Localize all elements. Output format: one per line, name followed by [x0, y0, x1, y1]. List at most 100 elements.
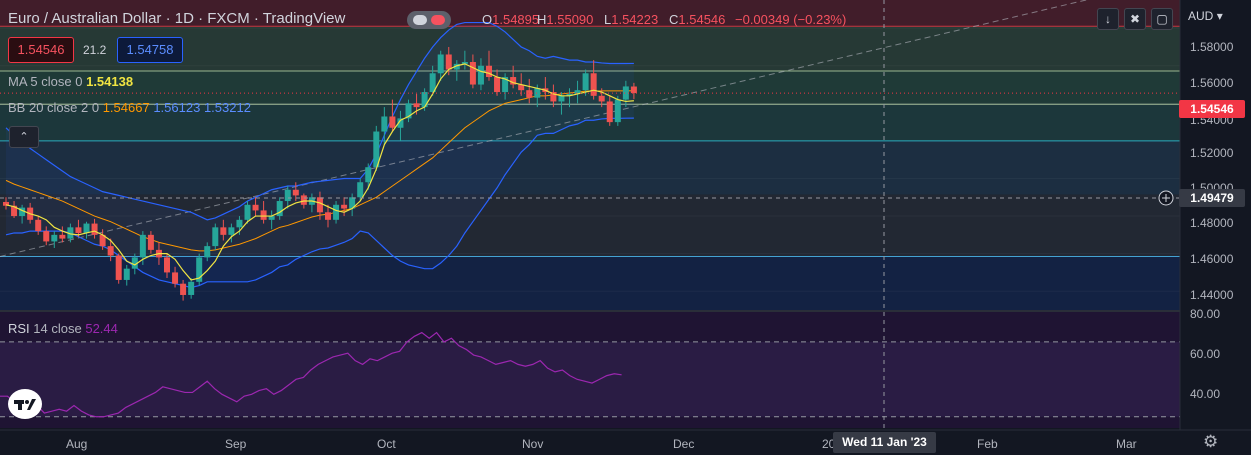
candle-body: [461, 62, 468, 64]
eye-icon: [413, 15, 427, 25]
bb-upper-line: [5, 21, 634, 221]
candle-body: [228, 227, 235, 235]
rsi-band: [0, 341, 1180, 417]
maximize-button[interactable]: ✖: [1124, 8, 1146, 30]
currency-selector[interactable]: AUD ▾: [1188, 9, 1223, 23]
candle-body: [164, 257, 170, 273]
ohlc-close-value: 1.54546: [678, 12, 726, 27]
crosshair-date-label: Wed 11 Jan '23: [833, 432, 936, 453]
bb-legend[interactable]: BB 20 close 2 0 1.54667 1.56123 1.53212: [8, 100, 251, 115]
hidden-icon: [431, 15, 445, 25]
ohlc-low: L1.54223: [604, 12, 658, 27]
arrow-down-icon: ↓: [1105, 12, 1111, 26]
candle-body: [115, 255, 122, 280]
buy-price-box[interactable]: 1.54758: [117, 37, 183, 63]
scroll-down-button[interactable]: ↓: [1097, 8, 1119, 30]
bb-lower-value: 1.53212: [203, 100, 251, 115]
tv-logo-icon: [14, 399, 36, 410]
candle-body: [397, 118, 404, 128]
candle-body: [630, 86, 637, 94]
tradingview-logo[interactable]: [8, 389, 42, 419]
candle-body: [494, 77, 501, 93]
candle-body: [260, 210, 267, 220]
ohlc-close: C1.54546: [669, 12, 725, 27]
level-zone: [0, 26, 1180, 72]
time-tick: Mar: [1116, 437, 1137, 451]
candle-body: [341, 204, 348, 209]
candle-body: [373, 131, 380, 168]
sell-price-box[interactable]: 1.54546: [8, 37, 74, 63]
price-tick: 1.52000: [1190, 146, 1234, 160]
candle-body: [357, 182, 364, 198]
candle-body: [421, 92, 428, 108]
candle-body: [550, 92, 557, 102]
candle-body: [566, 93, 573, 96]
ohlc-open-key: O: [482, 12, 493, 27]
ohlc-high-value: 1.55090: [546, 12, 594, 27]
chevron-down-icon: ▾: [1216, 9, 1223, 23]
ohlc-open: O1.54895: [482, 12, 539, 27]
candle-body: [582, 73, 589, 91]
candle-body: [123, 268, 130, 280]
chevron-up-icon: ⌃: [19, 131, 29, 143]
candle-body: [502, 77, 509, 93]
time-tick: Aug: [66, 437, 88, 451]
candle-body: [365, 167, 372, 183]
last-price-label: 1.54546: [1179, 100, 1245, 118]
candle-body: [268, 216, 275, 220]
candle-body: [188, 281, 195, 295]
level-zone: [0, 71, 1180, 105]
time-tick: Dec: [673, 437, 695, 451]
level-zone: [0, 0, 1180, 27]
candle-body: [622, 86, 629, 100]
candle-body: [276, 201, 283, 217]
ma-value: 1.54138: [86, 74, 134, 89]
change-value: −0.00349 (−0.23%): [735, 12, 847, 27]
trend-line: [0, 0, 1089, 257]
collapse-legend-button[interactable]: ⌃: [9, 126, 39, 148]
candle-body: [83, 223, 90, 233]
screenshot-button[interactable]: ▢: [1151, 8, 1173, 30]
candle-body: [236, 219, 243, 228]
candle-body: [405, 103, 412, 119]
candle-body: [389, 116, 396, 128]
ma-name: MA: [8, 74, 27, 89]
candle-body: [139, 234, 146, 258]
settings-gear-icon[interactable]: ⚙: [1203, 432, 1219, 451]
candle-body: [413, 103, 420, 108]
candle-body: [204, 246, 211, 258]
price-tick: 1.46000: [1190, 252, 1234, 266]
candle-body: [381, 116, 388, 132]
candle-body: [526, 90, 533, 98]
candle-body: [11, 205, 18, 217]
spread-value: 21.2: [83, 43, 107, 57]
ma-legend[interactable]: MA 5 close 0 1.54138: [8, 74, 133, 89]
candle-body: [349, 197, 356, 209]
candle-body: [510, 77, 517, 85]
rsi-tick: 40.00: [1190, 387, 1221, 401]
candle-body: [99, 234, 106, 247]
visibility-toggle[interactable]: [407, 11, 451, 29]
candle-body: [429, 73, 436, 93]
currency-label: AUD: [1188, 9, 1214, 23]
rsi-params: 14 close: [33, 321, 82, 336]
candle-body: [3, 201, 9, 206]
candle-body: [51, 234, 58, 242]
candle-body: [469, 62, 476, 85]
candle-body: [91, 223, 98, 235]
bb-fill: [6, 22, 634, 288]
bb-upper-value: 1.56123: [153, 100, 201, 115]
candle-body: [453, 63, 460, 70]
candle-body: [147, 234, 154, 250]
symbol-title[interactable]: Euro / Australian Dollar · 1D · FXCM · T…: [8, 10, 346, 27]
candle-body: [574, 90, 581, 94]
time-tick: Feb: [977, 437, 998, 451]
candle-body: [284, 189, 291, 202]
level-zone: [0, 104, 1180, 141]
rsi-tick: 80.00: [1190, 307, 1221, 321]
candle-body: [614, 99, 621, 123]
candle-body: [75, 227, 82, 233]
rsi-legend[interactable]: RSI 14 close 52.44: [8, 321, 118, 336]
candle-body: [244, 204, 251, 220]
